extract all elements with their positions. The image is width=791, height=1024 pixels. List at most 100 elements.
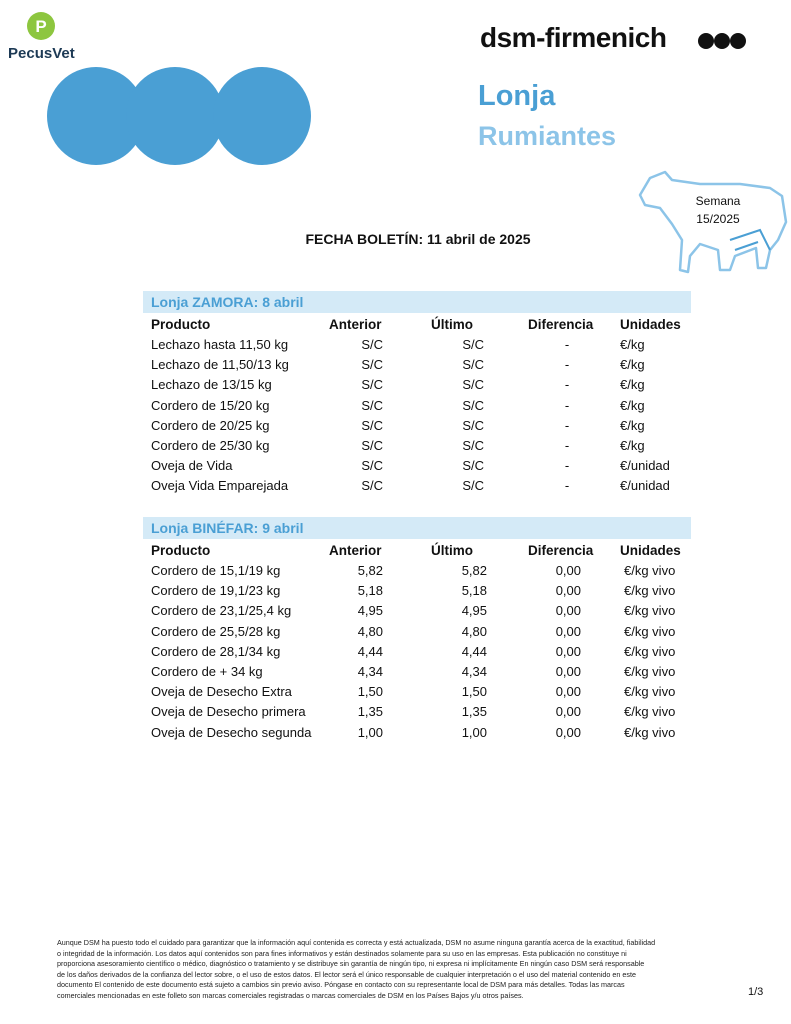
product-cell: Oveja de Desecho Extra bbox=[151, 684, 292, 700]
latest-cell: 5,82 bbox=[461, 563, 487, 578]
product-cell: Cordero de 15/20 kg bbox=[151, 397, 270, 413]
product-cell: Oveja de Desecho primera bbox=[151, 704, 306, 720]
cow-hatch bbox=[729, 228, 771, 251]
latest-cell: S/C bbox=[462, 377, 484, 393]
previous-cell: S/C bbox=[361, 478, 383, 494]
column-header: Diferencia bbox=[528, 543, 594, 558]
subtitle: Rumiantes bbox=[478, 121, 617, 151]
brand-dot bbox=[730, 33, 746, 49]
column-header: Unidades bbox=[620, 543, 681, 558]
difference-cell: 0,00 bbox=[555, 623, 581, 639]
units-cell: €/kg vivo bbox=[624, 704, 676, 720]
previous-cell: 1,50 bbox=[357, 684, 383, 700]
previous-cell: S/C bbox=[361, 337, 383, 352]
date-line: FECHA BOLETÍN: 11 abril de 2025 bbox=[305, 231, 531, 247]
decorations: P bbox=[27, 12, 788, 274]
column-header: Producto bbox=[151, 317, 211, 332]
product-cell: Lechazo de 11,50/13 kg bbox=[151, 357, 289, 373]
previous-cell: 4,80 bbox=[357, 623, 383, 639]
previous-cell: 4,95 bbox=[357, 603, 383, 619]
difference-cell: 0,00 bbox=[555, 563, 581, 578]
section-title: Lonja ZAMORA: 8 abril bbox=[151, 294, 304, 310]
column-header: Último bbox=[431, 317, 473, 332]
latest-cell: 4,44 bbox=[461, 643, 487, 659]
units-cell: €/unidad bbox=[620, 478, 670, 494]
product-cell: Oveja de Desecho segunda bbox=[151, 724, 312, 740]
page-number: 1/3 bbox=[748, 986, 764, 998]
previous-cell: 1,00 bbox=[357, 724, 383, 740]
units-cell: €/kg vivo bbox=[624, 603, 676, 619]
section-heading: Lonja BINÉFAR: 9 abril bbox=[143, 517, 691, 539]
difference-cell: - bbox=[564, 377, 570, 393]
product-cell: Cordero de 15,1/19 kg bbox=[151, 563, 281, 578]
previous-cell: 4,34 bbox=[357, 664, 383, 679]
product-cell: Cordero de 23,1/25,4 kg bbox=[151, 603, 292, 619]
column-header: Anterior bbox=[329, 543, 382, 558]
difference-cell: 0,00 bbox=[555, 583, 581, 599]
units-cell: €/kg bbox=[620, 438, 645, 453]
brand-circle bbox=[47, 67, 145, 165]
logo-text: PecusVet bbox=[8, 45, 75, 62]
difference-cell: - bbox=[564, 458, 570, 474]
section-heading: Lonja ZAMORA: 8 abril bbox=[143, 291, 691, 313]
disclaimer-line: comerciales mencionadas en este folleto … bbox=[57, 990, 524, 1000]
units-cell: €/kg bbox=[620, 417, 645, 433]
units-cell: €/kg bbox=[620, 357, 645, 373]
difference-cell: - bbox=[564, 337, 570, 352]
difference-cell: 0,00 bbox=[555, 664, 581, 679]
difference-cell: 0,00 bbox=[555, 684, 581, 700]
latest-cell: S/C bbox=[462, 397, 484, 413]
product-cell: Cordero de 19,1/23 kg bbox=[151, 583, 281, 599]
product-cell: Lechazo de 13/15 kg bbox=[151, 377, 272, 393]
units-cell: €/kg vivo bbox=[624, 643, 676, 659]
units-cell: €/kg bbox=[620, 337, 645, 352]
product-cell: Lechazo hasta 11,50 kg bbox=[151, 337, 289, 352]
difference-cell: 0,00 bbox=[555, 643, 581, 659]
section-title: Lonja BINÉFAR: 9 abril bbox=[151, 520, 304, 536]
difference-cell: - bbox=[564, 478, 570, 494]
previous-cell: 4,44 bbox=[357, 643, 383, 659]
disclaimer-line: proporciona asesoramiento científico o m… bbox=[57, 959, 645, 969]
units-cell: €/unidad bbox=[620, 458, 670, 474]
product-cell: Oveja Vida Emparejada bbox=[151, 478, 289, 494]
difference-cell: 0,00 bbox=[555, 704, 581, 720]
units-cell: €/kg vivo bbox=[624, 623, 676, 639]
cow-sketch bbox=[638, 170, 788, 274]
brand-circle bbox=[213, 67, 311, 165]
week-label: Semana bbox=[695, 194, 741, 208]
logo-icon bbox=[27, 12, 55, 40]
latest-cell: 4,34 bbox=[461, 664, 487, 679]
title: Lonja bbox=[478, 80, 556, 112]
previous-cell: S/C bbox=[361, 438, 383, 453]
latest-cell: S/C bbox=[462, 357, 484, 373]
latest-cell: S/C bbox=[462, 478, 484, 494]
units-cell: €/kg bbox=[620, 397, 645, 413]
previous-cell: S/C bbox=[361, 357, 383, 373]
difference-cell: - bbox=[564, 357, 570, 373]
difference-cell: - bbox=[564, 397, 570, 413]
disclaimer-line: o integridad de la información. Los dato… bbox=[57, 948, 627, 958]
week-value: 15/2025 bbox=[696, 212, 740, 226]
brand-dot bbox=[698, 33, 714, 49]
units-cell: €/kg vivo bbox=[624, 664, 676, 679]
difference-cell: 0,00 bbox=[555, 603, 581, 619]
difference-cell: - bbox=[564, 417, 570, 433]
latest-cell: S/C bbox=[462, 337, 484, 352]
product-cell: Cordero de 28,1/34 kg bbox=[151, 643, 281, 659]
latest-cell: 5,18 bbox=[461, 583, 487, 599]
latest-cell: 4,95 bbox=[461, 603, 487, 619]
latest-cell: S/C bbox=[462, 458, 484, 474]
column-header: Anterior bbox=[329, 317, 382, 332]
column-header: Último bbox=[431, 543, 473, 558]
brand-circle bbox=[126, 67, 224, 165]
product-cell: Oveja de Vida bbox=[151, 458, 233, 474]
latest-cell: 1,00 bbox=[461, 724, 487, 740]
column-header: Producto bbox=[151, 543, 211, 558]
previous-cell: S/C bbox=[361, 397, 383, 413]
units-cell: €/kg vivo bbox=[624, 563, 676, 578]
disclaimer-line: de los daños derivados de la confianza d… bbox=[57, 969, 636, 979]
latest-cell: S/C bbox=[462, 438, 484, 453]
previous-cell: 5,18 bbox=[357, 583, 383, 599]
